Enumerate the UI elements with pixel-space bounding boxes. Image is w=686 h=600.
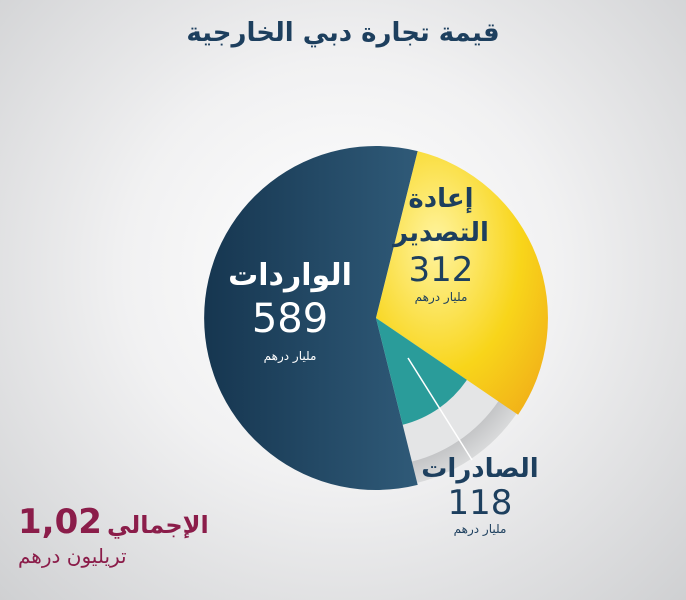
label-reexports-unit: مليار درهم [414,290,468,304]
label-reexports-value: 312 [408,250,474,290]
label-exports-name: الصادرات [421,454,539,484]
label-imports-unit: مليار درهم [263,349,317,363]
label-exports-value: 118 [447,483,513,523]
label-exports: الصادرات 118 مليار درهم [420,454,540,536]
label-reexports-name: إعادة التصدير [393,184,489,248]
slice-imports [204,146,418,490]
total-label: الإجمالي [106,511,209,539]
total-unit: تريليون درهم [18,544,127,568]
total-value: 1,02 [18,502,102,542]
total-block: الإجمالي 1,02 تريليون درهم [18,502,218,568]
chart-title: قيمة تجارة دبي الخارجية [186,18,500,48]
slice-reexports [376,151,548,415]
slice-exports [376,318,467,425]
label-exports-unit: مليار درهم [453,522,507,536]
exports-leader-line [407,357,473,461]
label-reexports: إعادة التصدير 312 مليار درهم [386,182,496,304]
label-imports: الواردات 589 مليار درهم [215,258,365,363]
label-imports-value: 589 [251,296,329,342]
label-imports-name: الواردات [228,258,352,293]
